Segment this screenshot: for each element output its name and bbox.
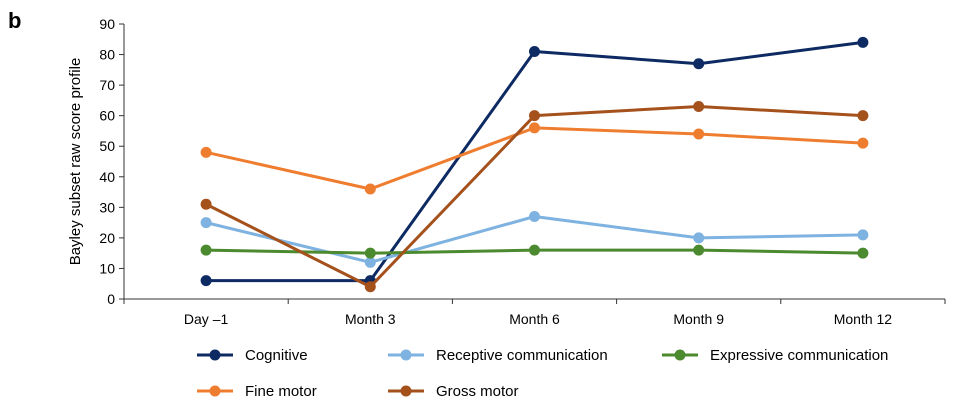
legend: Cognitive Receptive communication Expressi… bbox=[197, 347, 888, 400]
series-line bbox=[205, 126, 863, 191]
data-point bbox=[693, 244, 705, 256]
data-point bbox=[529, 211, 540, 222]
y-tick-label: 10 bbox=[99, 260, 115, 276]
legend-label: Gross motor bbox=[436, 383, 519, 400]
series-fine-motor bbox=[200, 122, 869, 195]
data-point bbox=[200, 275, 212, 287]
x-tick-label: Month 3 bbox=[345, 311, 396, 327]
data-point bbox=[857, 137, 869, 149]
data-point bbox=[200, 146, 212, 158]
y-tick-label: 40 bbox=[99, 169, 115, 185]
data-point bbox=[529, 46, 540, 57]
data-point bbox=[364, 247, 376, 259]
data-point bbox=[693, 232, 705, 244]
y-tick-label: 90 bbox=[99, 16, 115, 32]
legend-swatch-marker bbox=[400, 385, 412, 397]
legend-item: Receptive communication bbox=[388, 347, 608, 364]
x-axis: Day –1 Month 3 Month 6 Month 9 Month 12 bbox=[123, 298, 946, 327]
y-tick-label: 80 bbox=[99, 47, 115, 63]
data-point bbox=[693, 101, 705, 112]
y-tick-label: 0 bbox=[107, 291, 115, 307]
data-point bbox=[857, 36, 869, 48]
y-tick-label: 50 bbox=[99, 138, 115, 154]
x-tick-label: Month 9 bbox=[673, 311, 724, 327]
legend-item: Expressive communication bbox=[662, 347, 888, 364]
legend-swatch-marker bbox=[209, 349, 221, 361]
series-line bbox=[205, 105, 863, 289]
legend-item: Cognitive bbox=[197, 347, 308, 364]
data-point bbox=[857, 229, 869, 241]
data-point bbox=[364, 183, 376, 195]
data-point bbox=[364, 281, 376, 293]
legend-label: Cognitive bbox=[245, 347, 308, 364]
legend-swatch-marker bbox=[400, 349, 412, 361]
x-tick-label: Month 6 bbox=[509, 311, 560, 327]
data-point bbox=[364, 256, 376, 268]
legend-label: Fine motor bbox=[245, 383, 317, 400]
y-tick-label: 30 bbox=[99, 199, 115, 215]
legend-swatch-marker bbox=[674, 349, 686, 361]
x-tick-label: Month 12 bbox=[834, 311, 893, 327]
legend-item: Gross motor bbox=[388, 383, 519, 400]
legend-label: Receptive communication bbox=[436, 347, 608, 364]
data-point bbox=[529, 244, 540, 256]
series-cognitive bbox=[200, 36, 869, 287]
series-gross-motor bbox=[200, 101, 869, 293]
y-tick-label: 60 bbox=[99, 108, 115, 124]
y-tick-label: 20 bbox=[99, 230, 115, 246]
data-point bbox=[200, 244, 212, 256]
data-point bbox=[529, 122, 540, 134]
series-layer bbox=[200, 36, 869, 293]
y-tick-label: 70 bbox=[99, 77, 115, 93]
data-point bbox=[693, 128, 705, 140]
legend-label: Expressive communication bbox=[710, 347, 888, 364]
data-point bbox=[693, 58, 705, 70]
data-point bbox=[200, 217, 212, 229]
legend-item: Fine motor bbox=[197, 383, 317, 400]
data-point bbox=[857, 247, 869, 259]
series-expressive-communication bbox=[200, 244, 869, 259]
legend-swatch-marker bbox=[209, 385, 221, 397]
series-receptive-communication bbox=[200, 211, 869, 268]
data-point bbox=[857, 110, 869, 122]
y-axis: 0 10 20 30 40 50 60 70 80 90 bbox=[99, 16, 125, 307]
y-axis-title: Bayley subset raw score profile bbox=[67, 58, 84, 266]
x-tick-label: Day –1 bbox=[184, 311, 229, 327]
data-point bbox=[200, 198, 212, 210]
panel-label: b bbox=[8, 8, 22, 33]
data-point bbox=[529, 110, 540, 122]
